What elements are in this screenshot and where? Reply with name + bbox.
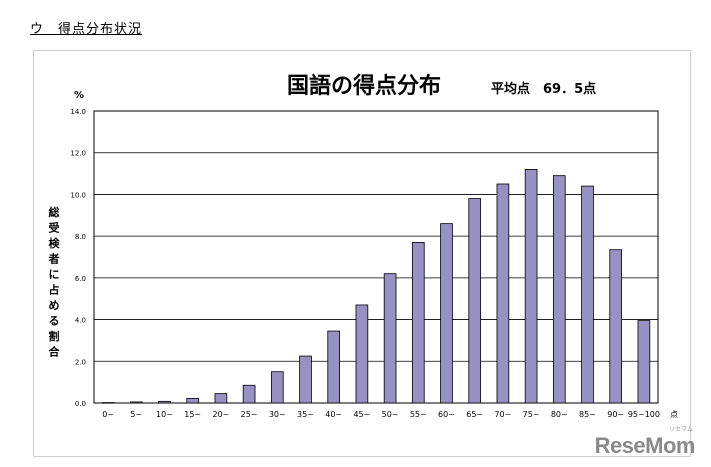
x-tick-label: 60~ bbox=[438, 410, 455, 419]
x-tick-label: 75~ bbox=[523, 410, 540, 419]
y-axis-label-char: 総 bbox=[49, 205, 60, 219]
x-tick-label: 5~ bbox=[130, 410, 142, 419]
bar bbox=[327, 330, 341, 404]
bar bbox=[355, 304, 369, 404]
y-tick-label: 2.0 bbox=[75, 358, 86, 366]
x-tick-label: 40~ bbox=[325, 410, 342, 419]
x-tick-label: 10~ bbox=[156, 410, 173, 419]
chart-title: 国語の得点分布 bbox=[287, 73, 441, 99]
bar bbox=[129, 401, 143, 404]
chart-subtitle: 平均点 69．5点 bbox=[491, 81, 596, 97]
bar bbox=[186, 398, 200, 404]
bar bbox=[440, 223, 453, 404]
y-axis-label-char: 検 bbox=[49, 236, 61, 250]
x-tick-label: 35~ bbox=[297, 410, 314, 419]
logo-subtext: リセマム bbox=[668, 426, 693, 433]
bar bbox=[101, 402, 115, 404]
y-tick-label: 14.0 bbox=[70, 108, 86, 116]
x-tick-label: 0~ bbox=[102, 410, 114, 419]
bar bbox=[411, 241, 425, 404]
bar bbox=[242, 384, 256, 404]
y-axis-label-char: め bbox=[49, 299, 60, 312]
bar bbox=[158, 400, 171, 404]
y-axis-label-char: 者 bbox=[48, 252, 60, 266]
y-axis-label-char: る bbox=[49, 315, 60, 328]
x-tick-label: 30~ bbox=[269, 410, 286, 419]
x-tick-label: 80~ bbox=[551, 410, 568, 419]
resemom-logo: ReseMom bbox=[594, 433, 696, 458]
y-unit-label: % bbox=[74, 90, 84, 101]
y-tick-label: 6.0 bbox=[75, 275, 86, 283]
chart-frame: 国語の得点分布 平均点 69．5点 % 0.0 2.0 4.0 6.0 8.0 10.0 1… bbox=[33, 50, 691, 457]
y-axis-label-char: に bbox=[49, 268, 60, 281]
x-unit-label: 点 bbox=[670, 410, 678, 419]
bar bbox=[468, 198, 482, 404]
x-tick-label: 15~ bbox=[184, 410, 201, 419]
x-tick-label: 25~ bbox=[241, 410, 258, 419]
x-tick-label: 85~ bbox=[579, 410, 596, 419]
bar bbox=[270, 371, 284, 404]
bar bbox=[524, 169, 538, 404]
y-tick-label: 4.0 bbox=[75, 317, 86, 325]
chart: 国語の得点分布 平均点 69．5点 % 0.0 2.0 4.0 6.0 8.0 10.0 1… bbox=[48, 73, 679, 419]
x-tick-label: 95~100 bbox=[628, 410, 660, 419]
bar bbox=[299, 355, 312, 404]
bar bbox=[552, 175, 566, 404]
y-axis-label-char: 合 bbox=[49, 345, 61, 359]
y-axis-label-char: 受 bbox=[49, 221, 60, 235]
x-tick-label: 20~ bbox=[212, 410, 229, 419]
y-tick-label: 8.0 bbox=[75, 233, 86, 241]
y-tick-label: 12.0 bbox=[70, 150, 86, 158]
x-tick-label: 45~ bbox=[353, 410, 370, 419]
y-tick-label: 10.0 bbox=[70, 191, 86, 199]
bar bbox=[383, 273, 397, 404]
y-axis-label-char: 割 bbox=[49, 329, 60, 343]
section-heading: ウ 得点分布状況 bbox=[30, 22, 143, 37]
x-tick-label: 50~ bbox=[382, 410, 399, 419]
x-tick-label: 65~ bbox=[466, 410, 483, 419]
y-axis-label-char: 占 bbox=[49, 283, 60, 297]
x-tick-label: 70~ bbox=[494, 410, 511, 419]
x-tick-label: 55~ bbox=[410, 410, 427, 419]
bar bbox=[581, 185, 594, 404]
plot-area bbox=[93, 110, 659, 404]
bar bbox=[637, 320, 651, 404]
bar bbox=[214, 393, 228, 404]
bar bbox=[609, 249, 623, 404]
x-tick-label: 90~ bbox=[607, 410, 624, 419]
bar bbox=[496, 183, 510, 404]
y-tick-label: 0.0 bbox=[75, 400, 86, 408]
